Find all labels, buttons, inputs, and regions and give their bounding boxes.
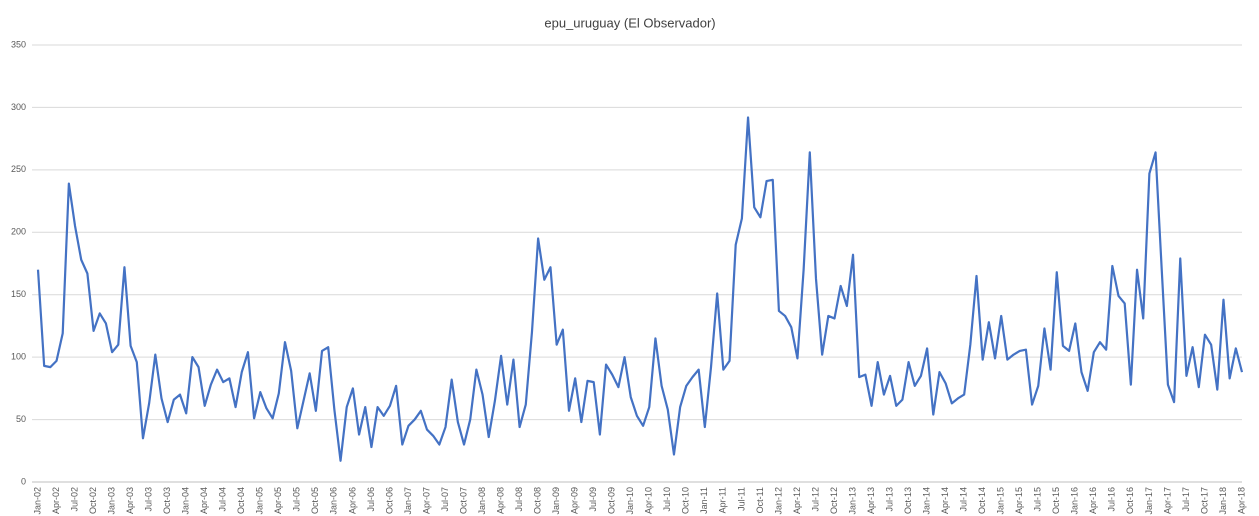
- x-tick-label: Apr-08: [495, 487, 505, 514]
- y-tick-label: 350: [11, 39, 26, 49]
- x-tick-label: Oct-17: [1199, 487, 1209, 514]
- x-tick-label: Jul-14: [959, 487, 969, 512]
- x-tick-label: Jul-15: [1033, 487, 1043, 512]
- x-tick-label: Jul-12: [810, 487, 820, 512]
- x-tick-label: Jan-17: [1144, 487, 1154, 515]
- x-tick-label: Oct-15: [1051, 487, 1061, 514]
- x-tick-label: Oct-04: [236, 487, 246, 514]
- x-tick-label: Jul-03: [144, 487, 154, 512]
- x-tick-label: Oct-16: [1125, 487, 1135, 514]
- x-tick-label: Jan-16: [1070, 487, 1080, 515]
- x-tick-label: Jul-17: [1181, 487, 1191, 512]
- x-tick-label: Jul-10: [662, 487, 672, 512]
- x-tick-label: Oct-03: [162, 487, 172, 514]
- x-tick-label: Jan-02: [32, 487, 42, 515]
- x-tick-label: Oct-11: [755, 487, 765, 513]
- x-tick-label: Jan-13: [847, 487, 857, 515]
- x-tick-label: Jan-08: [477, 487, 487, 515]
- x-tick-label: Jul-09: [588, 487, 598, 512]
- x-tick-label: Oct-07: [458, 487, 468, 514]
- x-tick-label: Jul-07: [440, 487, 450, 512]
- y-tick-label: 200: [11, 227, 26, 237]
- y-tick-label: 0: [21, 476, 26, 486]
- x-tick-label: Apr-09: [570, 487, 580, 514]
- x-tick-label: Oct-13: [903, 487, 913, 514]
- x-tick-label: Apr-16: [1088, 487, 1098, 514]
- x-tick-label: Jul-08: [514, 487, 524, 512]
- x-tick-label: Apr-02: [51, 487, 61, 514]
- x-tick-label: Jan-03: [106, 487, 116, 515]
- x-tick-label: Apr-05: [273, 487, 283, 514]
- x-tick-label: Jul-16: [1107, 487, 1117, 512]
- x-tick-label: Apr-03: [125, 487, 135, 514]
- x-tick-label: Oct-09: [607, 487, 617, 514]
- x-tick-label: Apr-11: [718, 487, 728, 513]
- x-tick-label: Apr-13: [866, 487, 876, 514]
- x-tick-label: Jan-07: [403, 487, 413, 515]
- y-tick-label: 50: [16, 414, 26, 424]
- x-tick-label: Apr-10: [644, 487, 654, 514]
- x-tick-label: Jul-04: [218, 487, 228, 512]
- x-tick-label: Jul-02: [69, 487, 79, 512]
- x-tick-label: Apr-18: [1236, 487, 1246, 514]
- x-tick-label: Jan-09: [551, 487, 561, 515]
- x-tick-label: Apr-06: [347, 487, 357, 514]
- x-tick-label: Oct-02: [88, 487, 98, 514]
- data-line: [36, 116, 1244, 462]
- chart-title: epu_uruguay (El Observador): [544, 15, 715, 30]
- x-tick-label: Jan-11: [699, 487, 709, 514]
- x-tick-label: Apr-15: [1014, 487, 1024, 514]
- x-tick-label: Jul-11: [736, 487, 746, 511]
- x-tick-label: Oct-08: [532, 487, 542, 514]
- x-tick-label: Jan-12: [773, 487, 783, 515]
- x-tick-label: Jul-06: [366, 487, 376, 512]
- x-tick-label: Jan-18: [1218, 487, 1228, 515]
- x-tick-label: Oct-06: [384, 487, 394, 514]
- y-tick-label: 100: [11, 352, 26, 362]
- x-tick-label: Oct-12: [829, 487, 839, 514]
- x-tick-label: Jul-13: [884, 487, 894, 512]
- y-tick-label: 150: [11, 289, 26, 299]
- x-tick-label: Apr-07: [421, 487, 431, 514]
- x-tick-label: Oct-05: [310, 487, 320, 514]
- x-tick-label: Apr-04: [199, 487, 209, 514]
- y-tick-label: 300: [11, 102, 26, 112]
- x-tick-label: Oct-14: [977, 487, 987, 514]
- x-tick-label: Jan-06: [329, 487, 339, 515]
- x-tick-label: Jan-14: [921, 487, 931, 515]
- x-tick-label: Jan-04: [181, 487, 191, 515]
- x-tick-label: Jul-05: [292, 487, 302, 512]
- x-tick-label: Apr-12: [792, 487, 802, 514]
- x-tick-label: Jan-15: [996, 487, 1006, 515]
- y-tick-label: 250: [11, 164, 26, 174]
- x-tick-label: Oct-10: [681, 487, 691, 514]
- x-tick-label: Jan-05: [255, 487, 265, 515]
- x-tick-label: Apr-17: [1162, 487, 1172, 514]
- x-tick-label: Jan-10: [625, 487, 635, 515]
- x-tick-label: Apr-14: [940, 487, 950, 514]
